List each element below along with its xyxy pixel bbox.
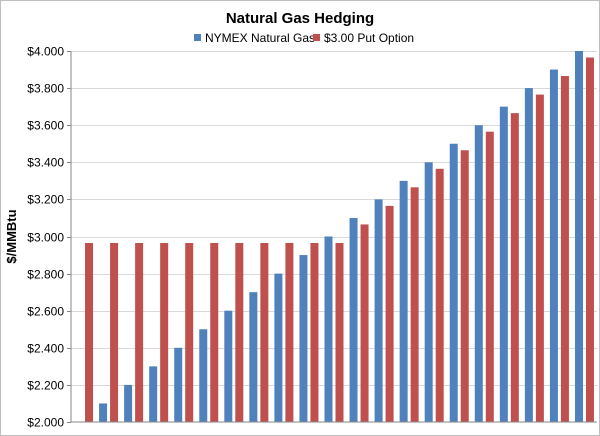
y-axis-label: $/MMBtu <box>4 209 19 263</box>
bar-put-option <box>210 242 219 422</box>
bar-put-option <box>410 187 419 422</box>
y-tick-label: $2.200 <box>27 379 64 393</box>
legend-label-nymex: NYMEX Natural Gas <box>205 31 315 45</box>
y-tick-label: $4.000 <box>27 45 64 59</box>
bar-nymex <box>174 347 183 422</box>
bar-put-option <box>460 150 469 423</box>
y-tick-label: $3.600 <box>27 119 64 133</box>
bar-put-option <box>435 168 444 422</box>
bars <box>85 51 594 423</box>
bar-put-option <box>585 57 594 423</box>
chart-title: Natural Gas Hedging <box>226 10 374 27</box>
bar-put-option <box>335 242 344 422</box>
bar-put-option <box>285 242 294 422</box>
bar-put-option <box>185 242 194 422</box>
bar-nymex <box>524 88 533 422</box>
y-tick-label: $3.400 <box>27 156 64 170</box>
bar-nymex <box>224 310 233 422</box>
bar-put-option <box>160 242 169 422</box>
bar-nymex <box>499 106 508 423</box>
y-axis-ticks: $2.000 $2.200 $2.400 $2.600 $2.800 $3.000 $3.2… <box>27 45 71 430</box>
bar-nymex <box>274 273 283 422</box>
bar-nymex <box>399 180 408 422</box>
bar-nymex <box>549 69 558 423</box>
bar-put-option <box>260 242 269 422</box>
bar-put-option <box>385 205 394 422</box>
bar-put-option <box>535 94 544 422</box>
bar-put-option <box>560 76 569 422</box>
y-tick-label: $2.000 <box>27 416 64 430</box>
legend: NYMEX Natural Gas $3.00 Put Option <box>194 31 414 45</box>
bar-nymex <box>424 162 433 423</box>
bar-put-option <box>135 242 144 422</box>
bar-put-option <box>310 242 319 422</box>
bar-nymex <box>474 125 483 422</box>
bar-nymex <box>249 292 258 422</box>
bar-nymex <box>124 384 133 422</box>
y-tick-label: $2.600 <box>27 305 64 319</box>
bar-nymex <box>99 403 108 422</box>
bar-nymex <box>574 51 583 422</box>
bar-put-option <box>110 242 119 422</box>
bar-nymex <box>299 255 308 422</box>
y-tick-label: $3.800 <box>27 82 64 96</box>
y-tick-label: $2.800 <box>27 268 64 282</box>
y-tick-label: $3.000 <box>27 231 64 245</box>
legend-label-put-option: $3.00 Put Option <box>324 31 414 45</box>
bar-nymex <box>199 329 208 422</box>
bar-put-option <box>510 113 519 422</box>
bar-nymex <box>324 236 333 422</box>
bar-put-option <box>485 131 494 422</box>
y-tick-label: $3.200 <box>27 193 64 207</box>
bar-put-option <box>360 224 369 422</box>
bar-put-option <box>85 242 94 422</box>
bar-nymex <box>349 217 358 422</box>
legend-swatch-put-option <box>313 34 320 41</box>
gridlines <box>71 51 597 386</box>
bar-nymex <box>449 143 458 422</box>
bar-nymex <box>374 199 383 422</box>
y-tick-label: $2.400 <box>27 342 64 356</box>
bar-put-option <box>235 242 244 422</box>
legend-swatch-nymex <box>194 34 201 41</box>
bar-nymex <box>149 366 158 422</box>
